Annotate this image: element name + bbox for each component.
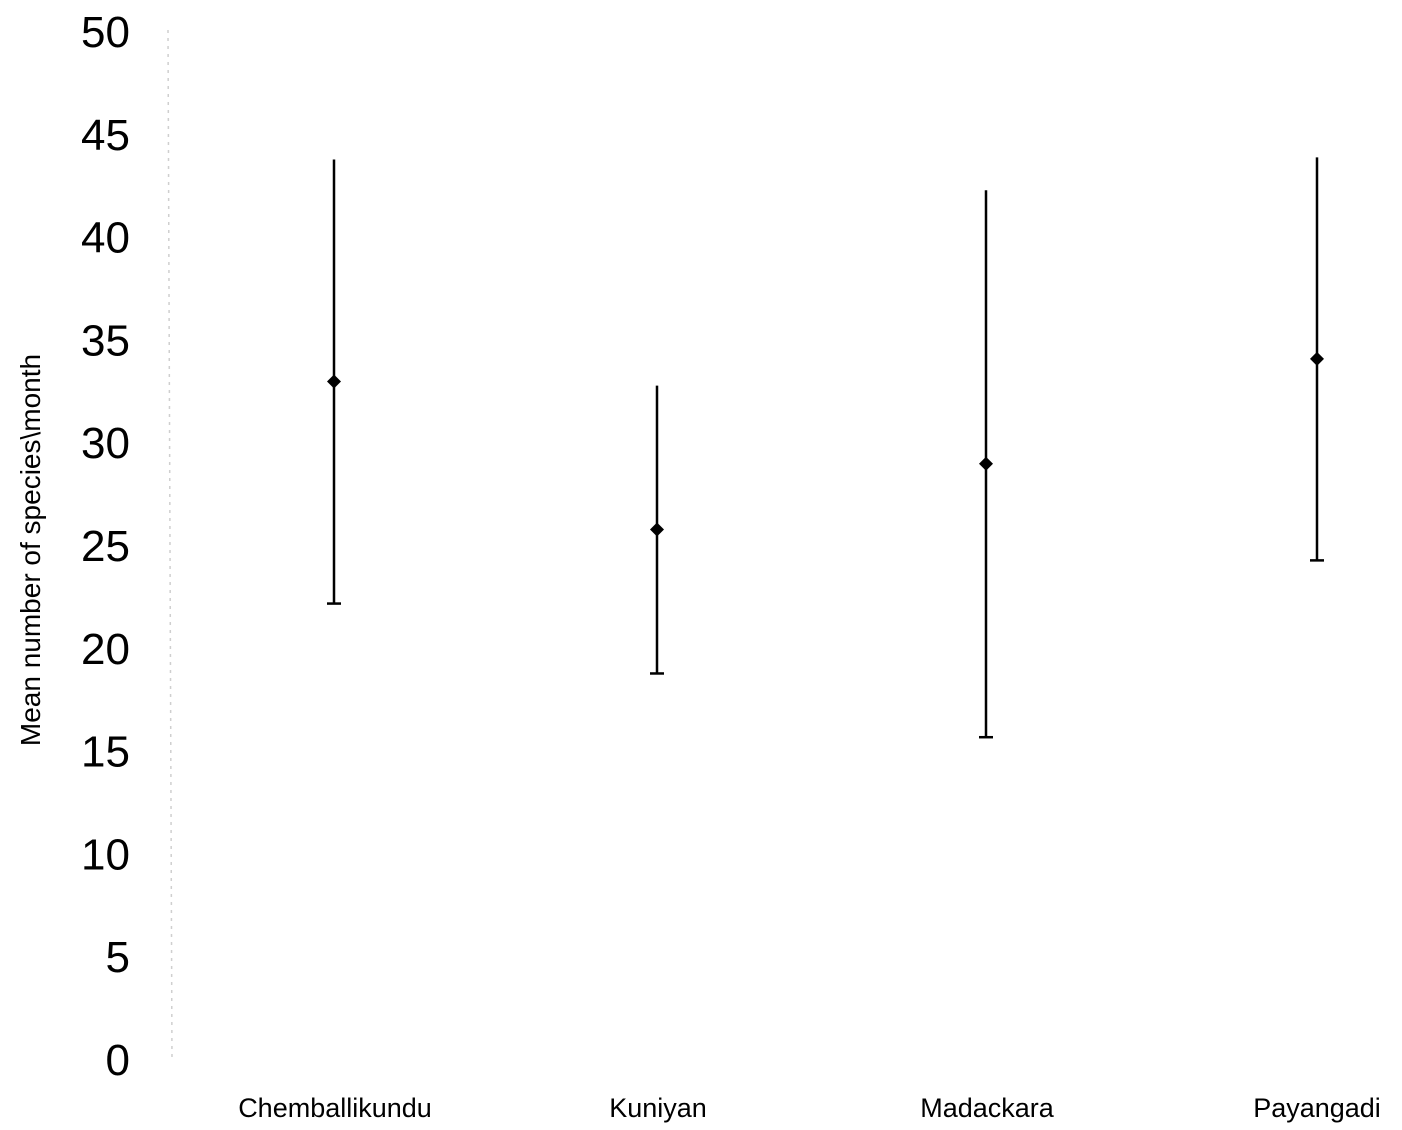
x-category-label: Payangadi [1253, 1093, 1381, 1123]
y-tick-label: 50 [81, 8, 130, 57]
mean-point [1310, 351, 1324, 366]
x-category-label: Madackara [920, 1093, 1055, 1123]
y-tick-label: 40 [81, 214, 130, 263]
data-marks [327, 157, 1324, 739]
y-tick-label: 45 [81, 111, 130, 160]
x-category-label: Kuniyan [609, 1093, 707, 1123]
y-axis-title: Mean number of species\month [15, 354, 46, 746]
mean-point [327, 374, 341, 389]
y-tick-label: 0 [106, 1036, 130, 1085]
y-tick-label: 5 [106, 933, 130, 982]
x-axis-category-labels: Chemballikundu Kuniyan Madackara Payangadi [238, 1093, 1381, 1123]
mean-point [979, 456, 993, 471]
y-tick-label: 20 [81, 625, 130, 674]
mean-point [650, 522, 664, 537]
y-tick-label: 25 [81, 522, 130, 571]
y-tick-label: 35 [81, 316, 130, 365]
y-axis-ticks: 0 5 10 15 20 25 30 35 40 45 50 [81, 8, 130, 1085]
y-axis-line [167, 29, 173, 1063]
y-tick-label: 10 [81, 830, 130, 879]
x-category-label: Chemballikundu [238, 1093, 432, 1123]
y-tick-label: 15 [81, 728, 130, 777]
y-tick-label: 30 [81, 419, 130, 468]
